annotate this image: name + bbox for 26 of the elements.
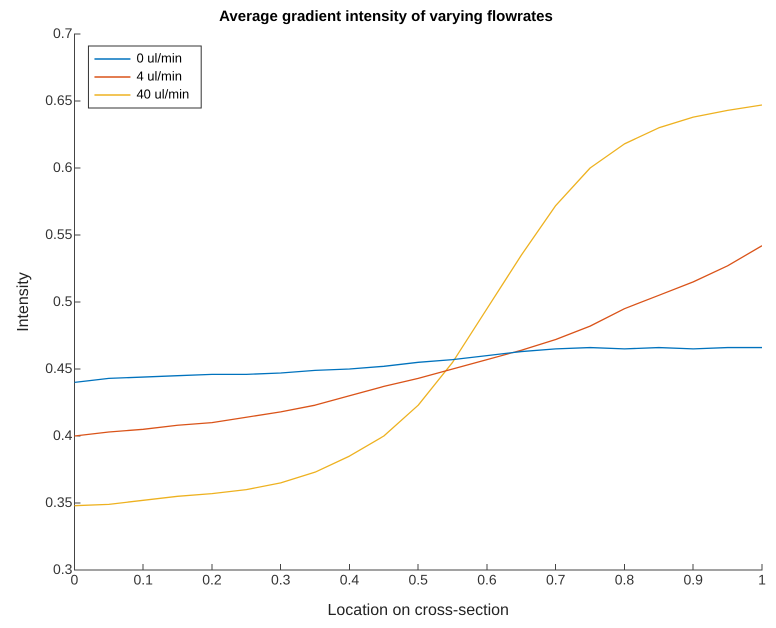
y-tick-label: 0.3 [52,560,73,577]
x-tick-label: 0.9 [684,571,704,588]
legend-label: 4 ul/min [136,68,182,84]
legend-label: 40 ul/min [136,86,190,102]
y-tick-label: 0.65 [45,92,73,108]
y-tick-label: 0.4 [52,426,73,443]
x-axis-title: Location on cross-section [328,602,509,619]
y-tick-label: 0.35 [45,494,73,510]
y-tick-label: 0.7 [52,24,73,41]
x-tick-label: 0.4 [340,571,360,588]
x-tick-label: 0.8 [614,571,634,588]
y-axis-title: Intensity [15,272,32,332]
x-tick-label: 0.3 [270,571,291,588]
y-tick-label: 0.6 [52,158,73,175]
x-tick-label: 0.7 [546,571,566,588]
legend-label: 0 ul/min [136,50,182,66]
y-tick-label: 0.55 [45,226,73,242]
x-tick-label: 0.6 [477,571,497,588]
x-tick-label: 0.1 [133,571,154,588]
x-tick-label: 0.2 [202,571,222,588]
y-tick-label: 0.5 [52,292,73,309]
chart-title: Average gradient intensity of varying flowrates [219,8,553,26]
y-tick-label: 0.45 [45,360,73,376]
x-tick-label: 0.5 [408,571,428,588]
x-tick-label: 1 [758,571,766,588]
x-tick-label: 0 [70,571,79,588]
